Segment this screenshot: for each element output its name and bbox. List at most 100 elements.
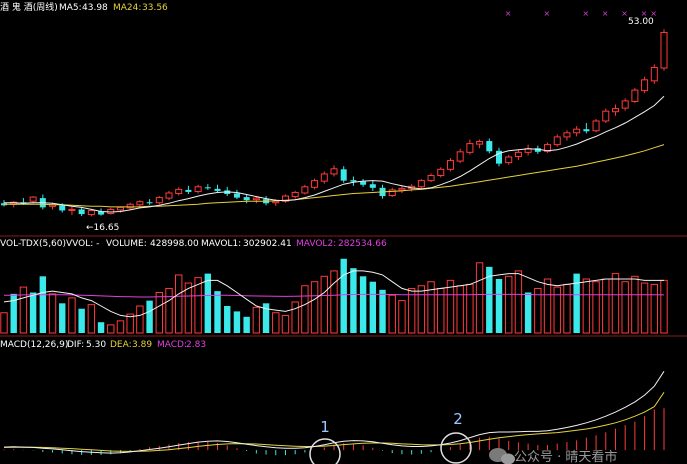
volume-bar-up: [126, 313, 134, 334]
volume-bar-up: [602, 278, 610, 334]
volume-bar-up: [184, 282, 193, 334]
volume-bar-up: [87, 304, 96, 334]
candle-body-up: [126, 203, 134, 209]
price-annotations: 53.00 ←16.65: [86, 17, 654, 233]
volume-bar-down: [379, 289, 386, 333]
volume-bar-up: [301, 285, 309, 334]
volume-bar-up: [505, 275, 513, 334]
volume-bar-up: [427, 281, 435, 334]
candle-body-down: [0, 203, 8, 206]
candle-body-up: [553, 136, 561, 146]
candle-body-down: [185, 189, 192, 192]
dea-label: DEA:: [110, 340, 132, 350]
volume-bar-up: [640, 282, 649, 334]
ma5-line: [4, 95, 665, 213]
volume-bar-down: [340, 258, 347, 333]
volume-bar-up: [475, 262, 484, 334]
candle-body-down: [78, 209, 85, 215]
signal-circle-2-label: 2: [453, 410, 463, 428]
volume-bar-down: [204, 273, 212, 333]
ma5-value: 43.98: [82, 3, 108, 13]
dif-value: 5.30: [86, 340, 106, 350]
volume-bar-down: [262, 303, 270, 333]
volume-bar-up: [534, 287, 542, 334]
low-price-label: ←16.65: [86, 223, 119, 233]
candle-body-up: [514, 151, 522, 157]
signal-marker: ×: [582, 9, 589, 18]
volume-label: VOLUME:: [106, 239, 147, 249]
volume-bar-up: [388, 294, 396, 334]
candle-body-up: [68, 208, 76, 211]
volume-bar-up: [165, 287, 173, 334]
candle-body-up: [165, 192, 173, 199]
volume-bar-up: [611, 273, 620, 334]
candle-body-up: [602, 110, 610, 122]
volume-bar-up: [553, 286, 561, 334]
volume-bar-up: [398, 300, 406, 334]
volume-bar-up: [291, 301, 299, 334]
candle-body-down: [486, 141, 493, 152]
high-price-label: 53.00: [628, 17, 654, 27]
candle-body-up: [301, 186, 309, 194]
candle-body-down: [369, 184, 376, 188]
candle-body-up: [611, 108, 619, 113]
signal-marker: ×: [641, 9, 648, 18]
volume-bar-down: [573, 273, 580, 333]
watermark-text: 公众号 · 晴天看市: [514, 449, 617, 464]
vvol-label: VVOL: -: [66, 239, 99, 249]
volume-bar-up: [563, 283, 571, 334]
signal-circles: 1 2: [309, 410, 472, 464]
candle-body-up: [87, 209, 95, 216]
volume-bar-down: [359, 276, 367, 333]
candle-body-down: [214, 188, 221, 191]
volume-bar-down: [369, 281, 377, 333]
candle-body-down: [340, 169, 347, 181]
volume-bar-up: [660, 279, 668, 334]
candle-body-up: [466, 143, 474, 153]
candle-body-up: [563, 132, 571, 138]
candle-body-up: [155, 197, 163, 204]
candle-body-down: [534, 148, 541, 152]
volume-bar-down: [29, 292, 37, 333]
volume-bar-up: [417, 285, 426, 334]
volume-bar-up: [330, 270, 338, 334]
volume-bar-up: [48, 293, 57, 334]
volume-bar-up: [252, 306, 261, 334]
volume-bar-up: [68, 297, 76, 334]
volume-title: VOL-TDX(5,60): [0, 239, 66, 249]
candle-body-up: [631, 89, 639, 102]
signal-marker: ×: [544, 9, 551, 18]
candle-body-up: [456, 151, 464, 162]
volume-bar-down: [524, 292, 532, 333]
candle-body-down: [350, 180, 357, 182]
candle-body-up: [281, 195, 289, 202]
candle-body-up: [544, 144, 552, 152]
candle-body-up: [116, 206, 124, 211]
volume-bar-down: [146, 300, 153, 333]
mavol1-label: MAVOL1:: [201, 239, 241, 249]
candle-body-up: [417, 180, 425, 188]
ma24-label: MA24:: [113, 3, 141, 13]
volume-bar-up: [310, 281, 319, 334]
volume-bar-down: [59, 303, 66, 333]
volume-bar-down: [233, 311, 241, 333]
candle-body-up: [621, 100, 629, 109]
candle-body-down: [98, 211, 105, 215]
volume-bar-up: [19, 286, 28, 334]
volume-bar-down: [78, 308, 85, 333]
candle-body-up: [320, 173, 328, 182]
candle-body-down: [495, 150, 503, 164]
volume-bar-up: [281, 314, 290, 334]
candle-body-up: [592, 120, 600, 132]
volume-bar-up: [107, 324, 115, 334]
price-header: 酒 鬼 酒(周线) MA5: 43.98 MA24: 33.56: [0, 1, 168, 13]
candle-body-up: [29, 196, 37, 202]
volume-bar-down: [224, 306, 231, 333]
volume-bar-up: [175, 274, 183, 334]
candle-body-up: [291, 191, 299, 198]
volume-bar-up: [116, 320, 125, 334]
candle-body-up: [573, 128, 581, 134]
volume-bar-up: [592, 281, 600, 334]
candle-body-up: [398, 187, 406, 191]
price-markers: × × × × × × ×: [505, 9, 657, 18]
